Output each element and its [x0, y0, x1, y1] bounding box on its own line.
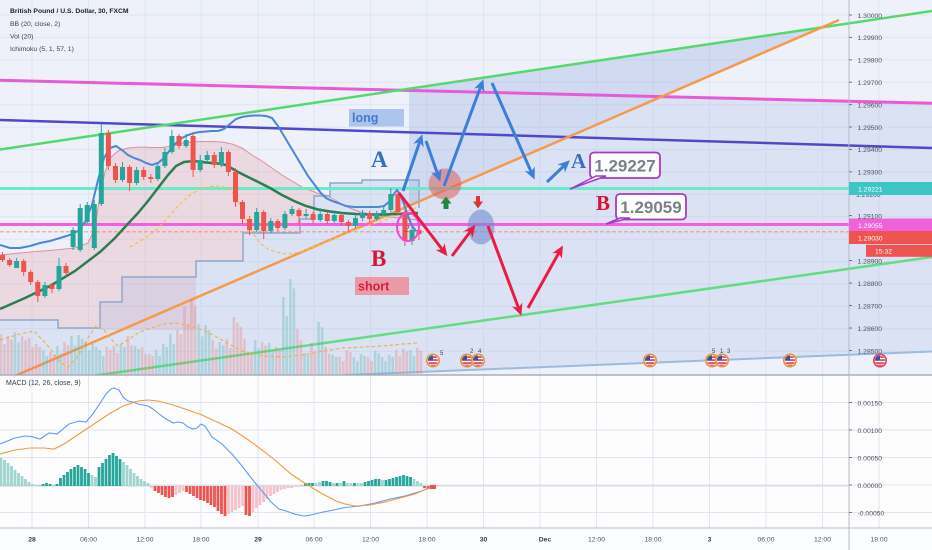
svg-text:18:00: 18:00: [192, 537, 209, 544]
svg-text:12:00: 12:00: [814, 537, 831, 544]
svg-text:-0.00050: -0.00050: [858, 510, 885, 517]
svg-text:1.28900: 1.28900: [858, 258, 883, 265]
svg-text:A: A: [571, 149, 587, 173]
svg-text:0.00050: 0.00050: [858, 455, 883, 462]
svg-text:British Pound / U.S. Dollar, 3: British Pound / U.S. Dollar, 30, FXCM: [10, 8, 129, 15]
svg-text:1.30000: 1.30000: [858, 13, 883, 20]
svg-text:short: short: [358, 280, 390, 294]
svg-text:1.29227: 1.29227: [594, 157, 655, 176]
svg-text:0.00000: 0.00000: [858, 483, 883, 490]
svg-text:4: 4: [478, 349, 482, 355]
svg-text:06:00: 06:00: [80, 537, 97, 544]
svg-text:06:00: 06:00: [305, 537, 322, 544]
svg-text:0.00150: 0.00150: [858, 400, 883, 407]
svg-text:1.29500: 1.29500: [858, 125, 883, 132]
svg-text:06:00: 06:00: [757, 537, 774, 544]
svg-text:5: 5: [440, 351, 444, 357]
svg-text:Dec: Dec: [539, 537, 552, 544]
svg-text:0.00100: 0.00100: [858, 428, 883, 435]
svg-text:1.29059: 1.29059: [620, 198, 681, 217]
svg-text:B: B: [371, 246, 386, 271]
svg-text:18:00: 18:00: [418, 537, 435, 544]
svg-text:3: 3: [727, 349, 731, 355]
svg-text:1.29100: 1.29100: [858, 213, 883, 220]
svg-text:1.29400: 1.29400: [858, 147, 883, 154]
svg-text:1.29221: 1.29221: [858, 186, 883, 193]
svg-text:1.28600: 1.28600: [858, 326, 883, 333]
svg-text:1.29700: 1.29700: [858, 80, 883, 87]
svg-text:Ichimoku (5, 1, 57, 1): Ichimoku (5, 1, 57, 1): [10, 46, 74, 53]
svg-text:1.29030: 1.29030: [858, 235, 883, 242]
svg-text:1.28500: 1.28500: [858, 348, 883, 355]
svg-text:2: 2: [470, 349, 474, 355]
svg-text:1.29900: 1.29900: [858, 35, 883, 42]
svg-text:1.28800: 1.28800: [858, 281, 883, 288]
svg-text:MACD (12, 26, close, 9): MACD (12, 26, close, 9): [6, 380, 81, 387]
svg-text:29: 29: [254, 537, 262, 544]
svg-text:28: 28: [28, 537, 36, 544]
svg-text:18:00: 18:00: [870, 537, 887, 544]
svg-text:1.29055: 1.29055: [858, 223, 883, 230]
svg-text:Vol (20): Vol (20): [10, 34, 33, 41]
svg-text:1.29200: 1.29200: [856, 192, 881, 199]
svg-text:A: A: [371, 147, 388, 172]
svg-text:18:00: 18:00: [644, 537, 661, 544]
svg-text:B: B: [596, 191, 610, 215]
svg-text:12:00: 12:00: [362, 537, 379, 544]
svg-text:1: 1: [720, 349, 724, 355]
svg-text:1.29300: 1.29300: [858, 170, 883, 177]
svg-text:12:00: 12:00: [588, 537, 605, 544]
svg-text:2: 2: [404, 223, 410, 235]
svg-text:3: 3: [708, 537, 712, 544]
svg-text:1.29800: 1.29800: [858, 58, 883, 65]
svg-text:long: long: [352, 111, 378, 125]
svg-text:12:00: 12:00: [136, 537, 153, 544]
svg-text:5: 5: [712, 349, 716, 355]
svg-text:30: 30: [480, 537, 488, 544]
svg-text:1.28700: 1.28700: [858, 303, 883, 310]
svg-text:15:32: 15:32: [875, 249, 892, 256]
svg-text:BB (20, close, 2): BB (20, close, 2): [10, 21, 60, 28]
svg-text:1.29600: 1.29600: [858, 102, 883, 109]
